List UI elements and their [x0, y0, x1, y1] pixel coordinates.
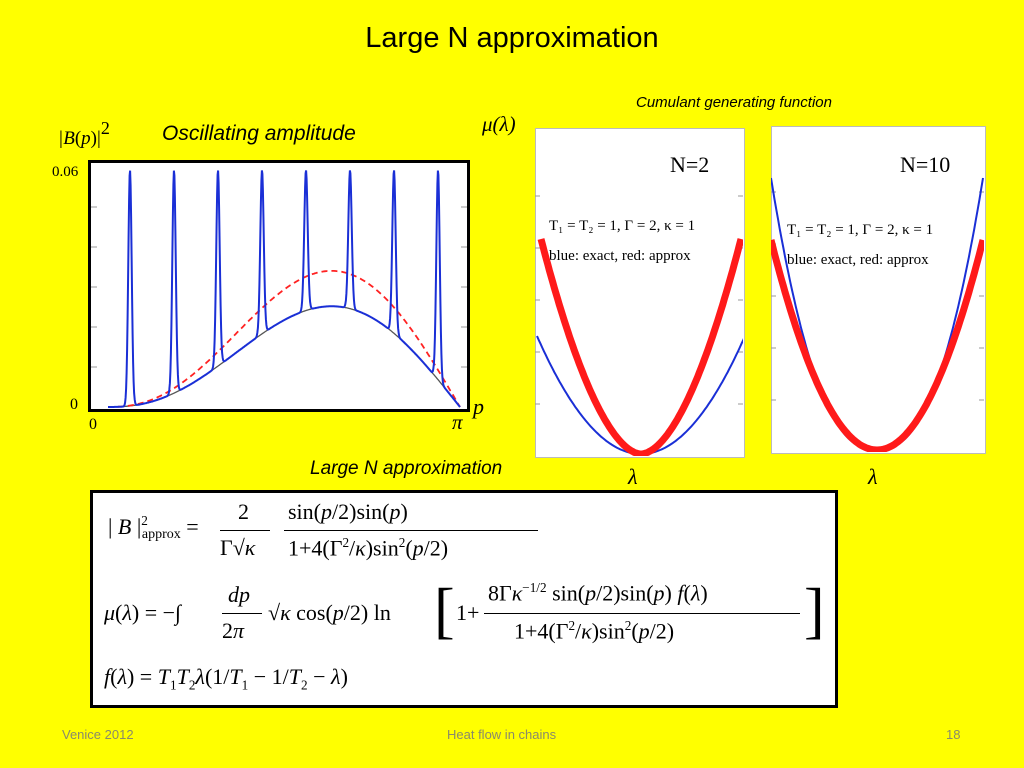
panel-n10-curves [771, 177, 984, 452]
panel-n2-title: N=2 [670, 152, 710, 177]
panel-n2-params: T₁ = T₂ = 1, Γ = 2, κ = 1 [549, 218, 696, 234]
right-plot-y-label: μ(λ) [482, 112, 516, 136]
footer-center: Heat flow in chains [447, 727, 557, 742]
left-plot-y-label: |B(p)|2 [58, 118, 110, 149]
panel-n10 [771, 126, 986, 454]
y-top-tick: 0.06 [52, 164, 79, 180]
panel-n10-x-label: λ [868, 464, 878, 489]
formula-box [90, 490, 838, 708]
x-zero-tick: 0 [89, 416, 97, 433]
footer-left: Venice 2012 [62, 727, 134, 742]
panel-n2-legend: blue: exact, red: approx [549, 248, 691, 264]
left-plot-caption: Oscillating amplitude [162, 122, 356, 145]
panel-n10-title: N=10 [900, 152, 951, 177]
page-number: 18 [946, 727, 961, 742]
slide-title: Large N approximation [365, 22, 659, 54]
formula-mu-lambda: μ(λ) = −∫ dp 2π √κ cos(p/2) ln [ 1+ 8Γκ−… [104, 577, 825, 645]
panel-n2-x-label: λ [628, 464, 638, 489]
formula-b-approx: | B |2approx = 2 Γ√κ sin(p/2)sin(p) 1+4(… [108, 497, 548, 567]
x-pi-tick: π [452, 410, 463, 434]
panel-n10-legend: blue: exact, red: approx [787, 252, 929, 268]
right-plots-header: Cumulant generating function [636, 94, 832, 111]
oscillating-amplitude-plot [88, 160, 470, 412]
panel-n2-curves [535, 195, 743, 456]
x-var-label: p [473, 394, 484, 419]
panel-n10-params: T₁ = T₂ = 1, Γ = 2, κ = 1 [787, 222, 934, 238]
formula-f-lambda: f(λ) = T1T2λ(1/T1 − 1/T2 − λ) [104, 664, 348, 693]
y-zero-tick: 0 [70, 396, 78, 413]
formula-box-header: Large N approximation [310, 458, 503, 479]
